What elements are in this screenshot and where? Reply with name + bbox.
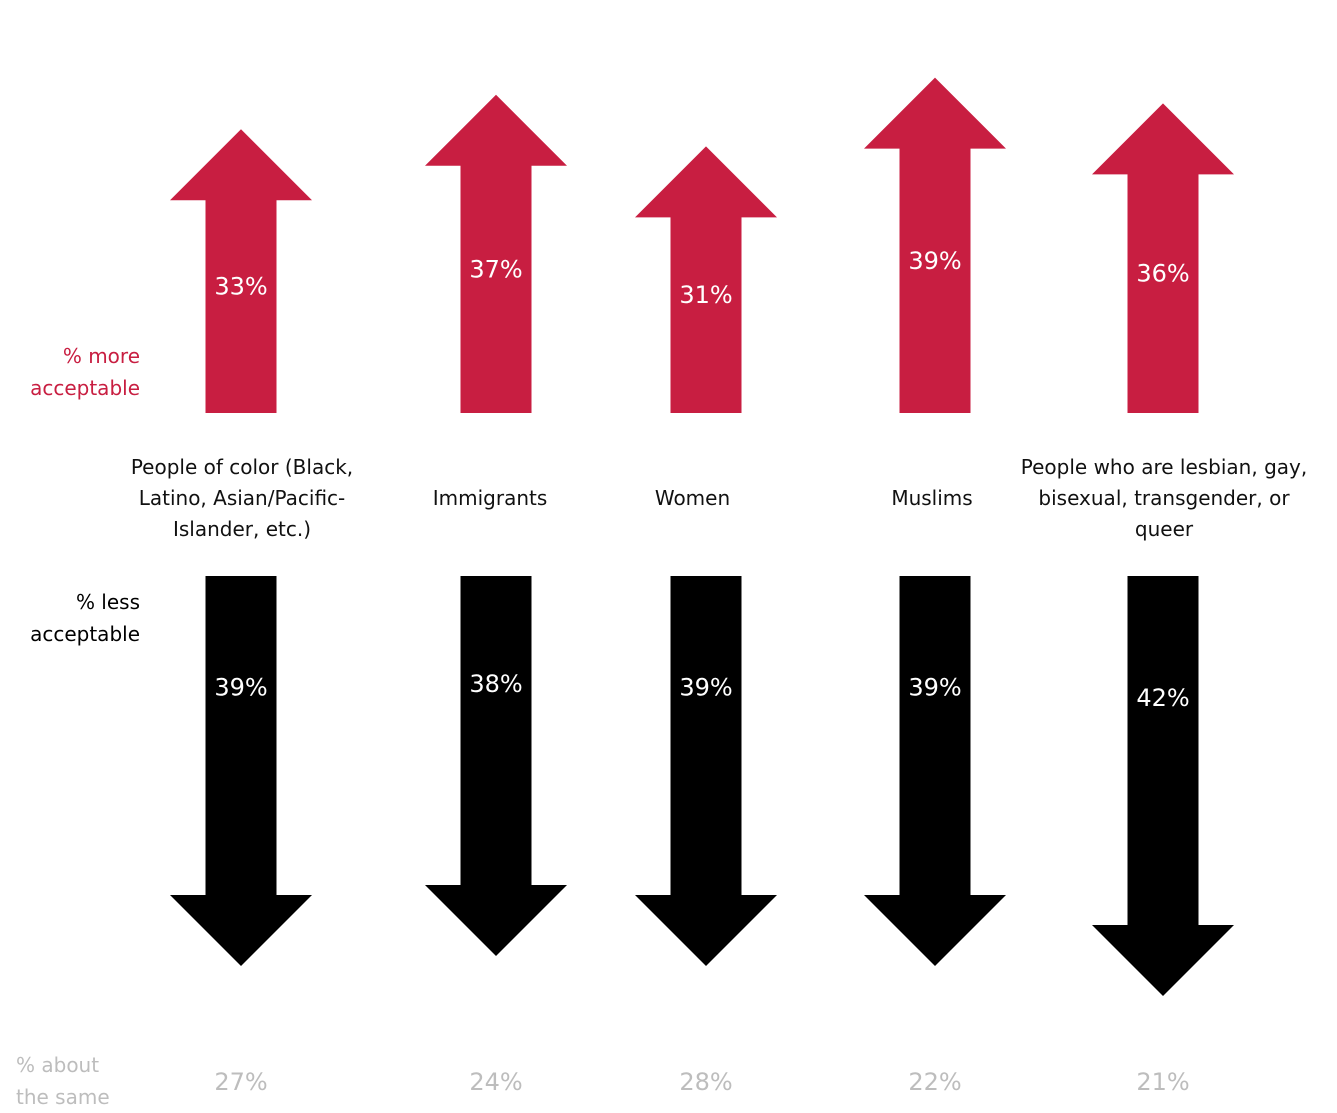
down-arrow-people-of-color — [170, 576, 312, 966]
same-value-label-women: 28% — [679, 1068, 732, 1096]
down-value-label-immigrants: 38% — [469, 670, 522, 698]
up-arrow-people-of-color — [170, 129, 312, 413]
row-label-less: % less acceptable — [30, 590, 140, 646]
up-arrow-immigrants — [425, 94, 567, 414]
down-value-label-women: 39% — [679, 674, 732, 702]
up-value-label-muslims: 39% — [908, 247, 961, 275]
down-value-label-lgbtq: 42% — [1136, 684, 1189, 712]
same-value-label-muslims: 22% — [908, 1068, 961, 1096]
row-label-more: % more acceptable — [30, 344, 140, 400]
down-value-label-muslims: 39% — [908, 674, 961, 702]
category-label-immigrants: Immigrants — [432, 486, 548, 510]
down-arrow-women — [635, 576, 777, 966]
up-arrow-lgbtq — [1092, 103, 1234, 414]
up-arrow-muslims — [864, 77, 1006, 413]
up-value-label-lgbtq: 36% — [1136, 260, 1189, 288]
same-value-label-immigrants: 24% — [469, 1068, 522, 1096]
category-label-muslims: Muslims — [891, 486, 973, 510]
same-value-label-people-of-color: 27% — [214, 1068, 267, 1096]
down-arrow-immigrants — [425, 576, 567, 956]
down-arrow-muslims — [864, 576, 1006, 966]
category-label-lgbtq: People who are lesbian, gay, bisexual, t… — [1020, 455, 1308, 541]
category-label-people-of-color: People of color (Black, Latino, Asian/Pa… — [130, 455, 354, 541]
down-value-label-people-of-color: 39% — [214, 674, 267, 702]
up-value-label-women: 31% — [679, 281, 732, 309]
up-value-label-people-of-color: 33% — [214, 273, 267, 301]
row-label-same: % about the same — [16, 1053, 110, 1109]
category-label-women: Women — [654, 486, 731, 510]
up-arrow-women — [635, 146, 777, 413]
up-value-label-immigrants: 37% — [469, 255, 522, 283]
down-arrow-lgbtq — [1092, 576, 1234, 996]
same-value-label-lgbtq: 21% — [1136, 1068, 1189, 1096]
